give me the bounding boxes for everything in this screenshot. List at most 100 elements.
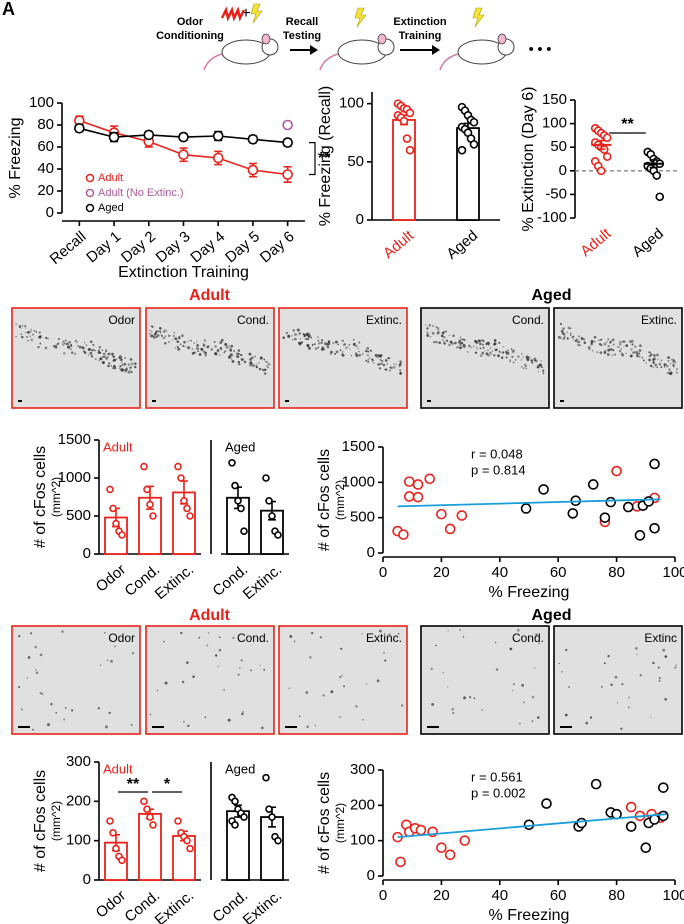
micrograph [11,625,141,735]
cell-dot [668,368,671,371]
cell-dot [101,361,105,365]
cell-dot [83,341,86,344]
cell-dot [525,367,528,370]
cell-dot [76,341,78,343]
cell-dot [436,326,440,330]
cell-dot [663,365,666,368]
cell-dot [179,343,182,346]
cell-dot [18,325,22,328]
data-point [415,824,427,836]
cell-dot [164,681,168,685]
cell-dot [389,366,392,369]
cell-dot [462,343,466,347]
data-point [174,462,182,471]
cell-dot [630,348,633,351]
cell-dot [113,364,116,368]
cell-dot [638,353,641,355]
cell-dot [633,351,636,354]
cell-dot [172,334,175,337]
cell-dot [106,353,108,356]
cell-dot [514,359,517,361]
cell-dot [425,324,427,326]
cell-dot [580,337,584,340]
cell-dot [372,639,375,642]
cell-dot [452,712,455,715]
cell-dot [603,351,607,355]
cell-dot [500,356,504,359]
x-tick-label: 40 [491,564,508,581]
data-point [282,137,293,148]
data-point [649,458,660,470]
cell-dot [97,707,100,710]
cell-dot [618,342,622,346]
cell-dot [251,356,254,359]
data-point [469,117,479,127]
data-point [262,474,270,482]
cell-dot [289,634,293,638]
cell-dot [240,353,243,357]
cell-dot [380,362,383,365]
cell-dot [672,359,676,362]
cell-dot [167,334,171,338]
cell-dot [94,350,96,352]
x-axis-title: % Freezing [489,584,570,601]
y-tick-label: 50 [347,153,364,170]
cell-dot [621,340,624,343]
cell-dot [23,324,27,328]
cell-dot [456,346,459,348]
cell-dot [156,689,158,691]
cell-dot [631,351,635,355]
cell-dot [625,344,629,347]
y-tick-label: 100 [542,115,567,132]
cell-dot [239,667,241,669]
data-point [109,828,117,837]
cell-dot [119,365,122,368]
data-point [234,496,242,505]
cell-dot [101,355,104,358]
cell-dot [664,655,668,658]
cell-dot [219,341,223,344]
x-tick-label: 60 [550,887,567,904]
cell-dot [662,648,666,652]
cell-dot [263,358,265,361]
cell-dot [350,354,352,357]
cell-dot [47,337,49,340]
cell-dot [232,355,234,357]
x-tick-label: Day 5 [222,228,263,266]
cell-dot [65,343,67,345]
cell-dot [70,344,73,347]
x-tick-label: Extinc. [152,561,197,603]
cell-dot [26,336,28,338]
cell-dot [162,336,166,340]
cell-dot [355,344,358,348]
y-tick-label: 100 [29,94,54,111]
cell-dot [667,356,670,359]
cell-dot [378,367,382,370]
cell-dot [334,340,338,344]
cell-dot [263,368,267,371]
data-point [106,485,114,494]
cell-dot [121,364,124,367]
cell-dot [173,332,175,334]
cell-dot [511,355,514,358]
y-tick-label: 1000 [58,469,91,486]
cell-dot [153,333,157,337]
cell-dot [474,351,478,354]
cell-dot [658,677,661,680]
x-tick-label: Adult [380,227,418,263]
cell-dot [180,631,183,635]
cell-dot [355,705,358,708]
data-point [106,817,114,825]
cell-dot [654,354,656,357]
y-tick-label: 0 [559,162,567,179]
ellipsis: • • • [529,41,552,57]
x-axis-title: % Freezing [489,907,570,924]
cell-dot [204,354,207,357]
cell-dot [33,329,36,332]
cell-dot [24,327,27,329]
cell-dot [358,351,360,353]
cell-dot [231,360,235,363]
cell-dot [433,340,436,344]
cell-dot [383,652,385,654]
cell-dot [507,349,509,352]
